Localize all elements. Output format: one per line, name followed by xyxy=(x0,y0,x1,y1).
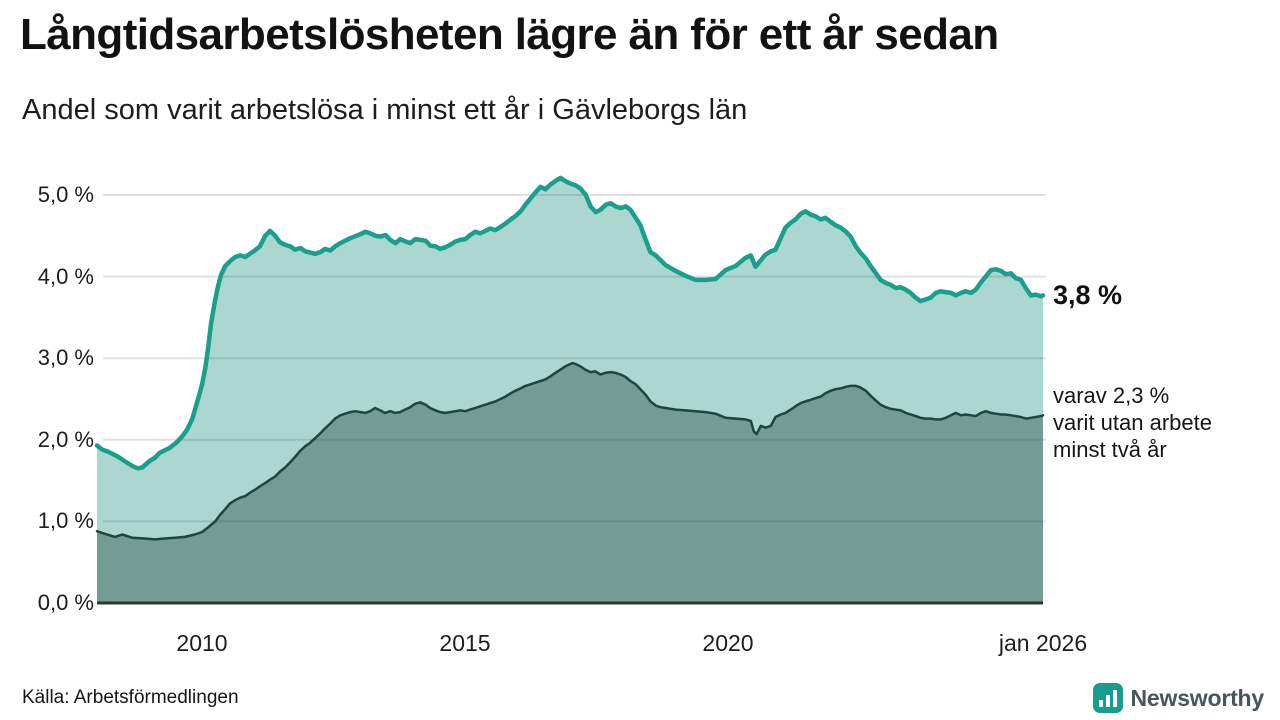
newsworthy-logo: Newsworthy xyxy=(1092,683,1265,713)
annotation-line: minst två år xyxy=(1053,437,1167,462)
latest-value-label: 3,8 % xyxy=(1053,280,1123,310)
x-axis-tick-label: 2015 xyxy=(439,630,491,656)
secondary-series-annotation: varav 2,3 % varit utan arbete minst två … xyxy=(1053,382,1212,463)
page-subtitle: Andel som varit arbetslösa i minst ett å… xyxy=(22,94,748,126)
newsworthy-wordmark: Newsworthy xyxy=(1130,684,1265,711)
source-note: Källa: Arbetsförmedlingen xyxy=(22,687,239,708)
series-one-year-line xyxy=(94,175,1046,471)
y-axis-tick-label: 5,0 % xyxy=(37,182,94,207)
y-axis-tick-label: 0,0 % xyxy=(37,590,94,615)
y-axis-tick-label: 1,0 % xyxy=(37,508,94,533)
page-title: Långtidsarbetslösheten lägre än för ett … xyxy=(20,10,999,59)
series-two-year-line xyxy=(95,361,1045,541)
y-axis-tick-label: 2,0 % xyxy=(37,427,94,452)
series-two-year-area xyxy=(97,363,1043,603)
annotation-line: varav 2,3 % xyxy=(1053,383,1170,408)
x-axis-tick-label: jan 2026 xyxy=(998,630,1088,656)
annotation-line: varit utan arbete xyxy=(1053,410,1212,435)
x-axis-tick-label: 2010 xyxy=(176,630,228,656)
bar-chart-logo-icon xyxy=(1092,683,1123,713)
y-axis-tick-label: 4,0 % xyxy=(37,264,94,289)
y-axis-tick-label: 3,0 % xyxy=(37,345,94,370)
x-axis-tick-label: 2020 xyxy=(702,630,754,656)
